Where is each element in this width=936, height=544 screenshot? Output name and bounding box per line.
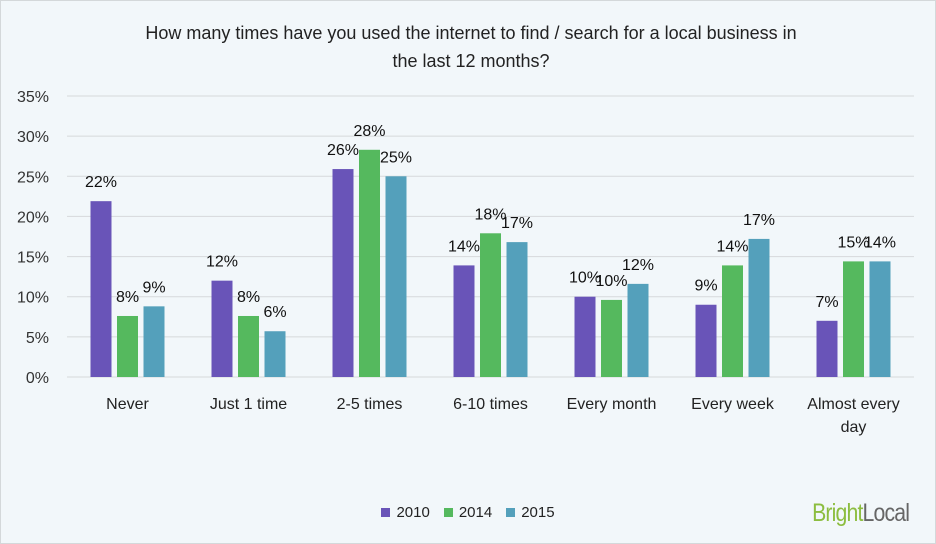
bar-2014: [601, 299, 622, 377]
category-label: Never: [106, 396, 149, 413]
data-label: 12%: [206, 254, 238, 271]
data-label: 15%: [837, 234, 869, 251]
bar-2015: [506, 242, 528, 377]
data-label: 17%: [501, 215, 533, 232]
data-label: 14%: [448, 238, 480, 255]
chart-title: How many times have you used the interne…: [81, 19, 861, 75]
bar-2010: [816, 320, 838, 377]
logo-part: Bright: [812, 499, 863, 527]
category-label: Every week: [691, 396, 775, 413]
data-label: 25%: [380, 149, 412, 166]
data-label: 9%: [142, 279, 165, 296]
data-label: 12%: [622, 257, 654, 274]
y-tick-label: 0%: [26, 370, 49, 387]
bar-2010: [453, 265, 475, 377]
legend-swatch: [506, 508, 516, 517]
y-tick-label: 30%: [17, 129, 49, 146]
bar-2015: [627, 283, 649, 377]
bar-2014: [843, 261, 864, 377]
data-label: 22%: [85, 174, 117, 191]
data-label: 9%: [694, 278, 717, 295]
data-label: 6%: [263, 304, 286, 321]
y-tick-label: 20%: [17, 209, 49, 226]
bar-2014: [480, 233, 501, 377]
legend-label: 2015: [521, 504, 555, 521]
bar-2014: [722, 265, 743, 377]
bar-2010: [695, 304, 717, 377]
bar-2010: [211, 280, 233, 377]
chart-title-line: How many times have you used the interne…: [145, 23, 797, 43]
legend-swatch: [443, 508, 453, 517]
data-label: 7%: [815, 294, 838, 311]
legend: 2010 2014 2015: [1, 504, 935, 521]
legend-label: 2014: [458, 504, 493, 521]
bar-2014: [117, 315, 138, 377]
y-tick-label: 15%: [17, 250, 49, 267]
category-label: Just 1 time: [210, 396, 287, 413]
data-label: 28%: [353, 123, 385, 140]
bar-2015: [143, 306, 165, 377]
data-label: 18%: [474, 206, 506, 223]
legend-swatch: [381, 508, 391, 517]
bar-2014: [359, 149, 380, 377]
brightlocal-logo: BrightLocal: [812, 499, 910, 528]
bar-2014: [238, 315, 259, 377]
y-tick-label: 25%: [17, 169, 49, 186]
data-label: 14%: [864, 234, 896, 251]
data-label: 14%: [716, 238, 748, 255]
data-label: 10%: [569, 270, 601, 287]
bar-2010: [332, 169, 354, 377]
legend-item-2014: 2014: [443, 504, 493, 521]
bar-2015: [385, 176, 407, 377]
data-label: 17%: [743, 212, 775, 229]
data-label: 8%: [116, 289, 139, 306]
data-label: 10%: [595, 273, 627, 290]
category-label: day: [841, 419, 867, 436]
category-label: 6-10 times: [453, 396, 528, 413]
data-label: 26%: [327, 142, 359, 159]
data-label: 8%: [237, 289, 260, 306]
logo-part: Local: [862, 499, 909, 527]
bar-2015: [264, 331, 286, 377]
category-label: 2-5 times: [337, 396, 403, 413]
bar-2010: [574, 296, 596, 377]
y-tick-label: 35%: [17, 89, 49, 106]
legend-label: 2010: [396, 504, 430, 521]
y-tick-label: 10%: [17, 290, 49, 307]
y-tick-label: 5%: [26, 330, 49, 347]
legend-item-2010: 2010: [381, 504, 430, 521]
chart-title-line: the last 12 months?: [392, 51, 550, 71]
legend-item-2015: 2015: [506, 504, 555, 521]
category-label: Almost every: [807, 396, 899, 413]
bar-2015: [869, 261, 891, 377]
category-label: Every month: [567, 396, 657, 413]
bar-2010: [90, 201, 112, 377]
bar-2015: [748, 238, 770, 377]
